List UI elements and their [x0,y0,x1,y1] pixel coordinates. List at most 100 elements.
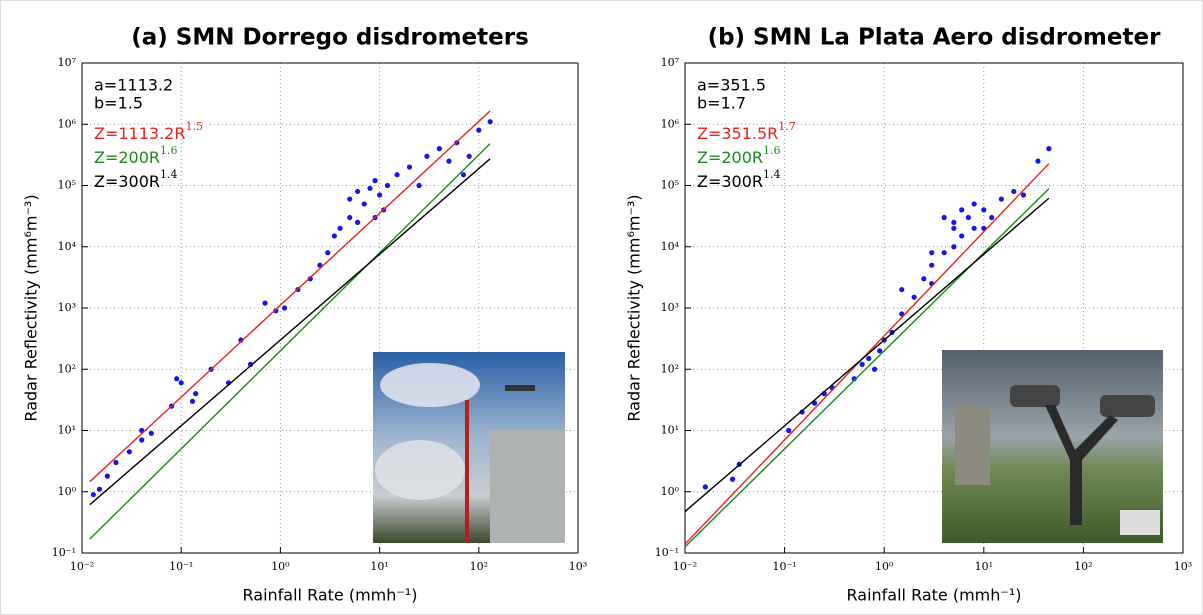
data-point [941,214,947,221]
data-point [466,153,472,159]
legend-label: Z=351.5R [697,124,778,143]
data-point [372,178,378,184]
legend-exponent: 1.6 [160,144,178,157]
legend-exponent: 1.4 [763,168,781,181]
data-point [965,214,971,221]
legend-entry: Z=300R1.4 [94,168,178,191]
data-point [424,153,430,159]
y-tick-label: 10² [661,362,679,375]
data-point [262,300,268,306]
data-point [981,207,987,213]
fit-line [684,197,1050,513]
data-point [951,244,957,250]
y-tick-label: 10⁷ [661,56,680,69]
data-point [354,188,361,195]
y-tick-label: 10⁻¹ [52,546,76,559]
y-tick-label: 10⁴ [58,240,77,253]
data-point [354,219,361,225]
data-point [786,427,792,434]
plot-frame [684,62,1184,554]
data-point [971,201,977,207]
panel: (b) SMN La Plata Aero disdrometer Rainfal… [625,25,1193,605]
legend-exponent: 1.5 [185,120,203,133]
data-point [104,473,110,479]
data-point [394,172,400,178]
data-point [951,219,957,225]
x-tick-label: 10¹ [975,560,993,573]
data-point [702,484,708,490]
y-tick-label: 10⁰ [58,485,77,498]
legend-label: Z=300R [697,172,763,191]
x-tick-label: 10¹ [370,560,388,573]
legend-exponent: 1.6 [763,144,781,157]
chart-title: (a) SMN Dorrego disdrometers [131,25,529,51]
data-point [90,491,96,498]
data-point [941,250,947,256]
x-tick-label: 10³ [569,560,587,573]
data-point [921,276,927,282]
legend-exponent: 1.7 [778,120,796,133]
data-point [859,361,865,368]
data-point [281,305,288,311]
y-tick-label: 10¹ [661,424,679,437]
data-point [1046,146,1052,152]
plot-frame [81,62,579,554]
y-tick-label: 10⁻¹ [655,546,679,559]
x-tick-label: 10⁻¹ [772,560,796,573]
legend-entry: Z=1113.2R1.5 [94,120,203,143]
data-point [247,361,254,368]
y-tick-label: 10³ [58,301,76,314]
legend-label: Z=300R [94,172,160,191]
annotation: a=351.5 [697,76,766,95]
data-point [971,225,977,231]
data-point [929,250,935,256]
data-point [1035,158,1041,164]
x-axis-label: Rainfall Rate (mmh⁻¹) [243,586,418,605]
data-point [174,376,180,382]
y-tick-label: 10⁶ [661,117,680,130]
data-point [951,225,957,231]
legend-exponent: 1.4 [160,168,178,181]
photo [373,352,565,543]
data-point [178,380,184,386]
data-point [871,366,878,372]
x-tick-label: 10⁰ [875,560,894,573]
data-point [126,449,132,455]
y-tick-label: 10¹ [58,424,76,437]
annotation: b=1.5 [94,94,143,113]
legend-entry: Z=200R1.6 [94,144,178,167]
data-point [331,233,337,239]
data-point [377,192,383,198]
data-point [113,459,119,466]
data-point [866,355,872,362]
data-point [1011,188,1017,195]
y-tick-label: 10² [58,362,76,375]
data-point [96,486,103,492]
data-point [1020,192,1027,198]
fit-line [684,188,1050,548]
x-tick-label: 10⁻² [70,560,94,573]
y-tick-label: 10⁵ [58,179,76,192]
data-point [998,196,1004,202]
data-point [460,172,467,178]
y-axis-label: Radar Reflectivity (mm⁶m⁻³) [625,194,644,421]
data-point [436,146,442,152]
x-tick-label: 10⁻¹ [169,560,193,573]
x-tick-label: 10³ [1174,560,1192,573]
x-tick-label: 10² [470,560,488,573]
x-tick-label: 10² [1074,560,1092,573]
photo [942,350,1163,543]
data-point [446,158,452,164]
legend-entry: Z=200R1.6 [697,144,781,167]
data-point [307,276,313,282]
data-point [476,127,482,133]
chart-title: (b) SMN La Plata Aero disdrometer [708,25,1162,51]
y-tick-label: 10⁷ [58,56,77,69]
data-point [384,182,391,189]
data-point [416,182,422,189]
data-point [959,207,965,213]
data-point [406,164,413,170]
x-axis-label: Rainfall Rate (mmh⁻¹) [847,586,1022,605]
data-point [899,286,905,293]
